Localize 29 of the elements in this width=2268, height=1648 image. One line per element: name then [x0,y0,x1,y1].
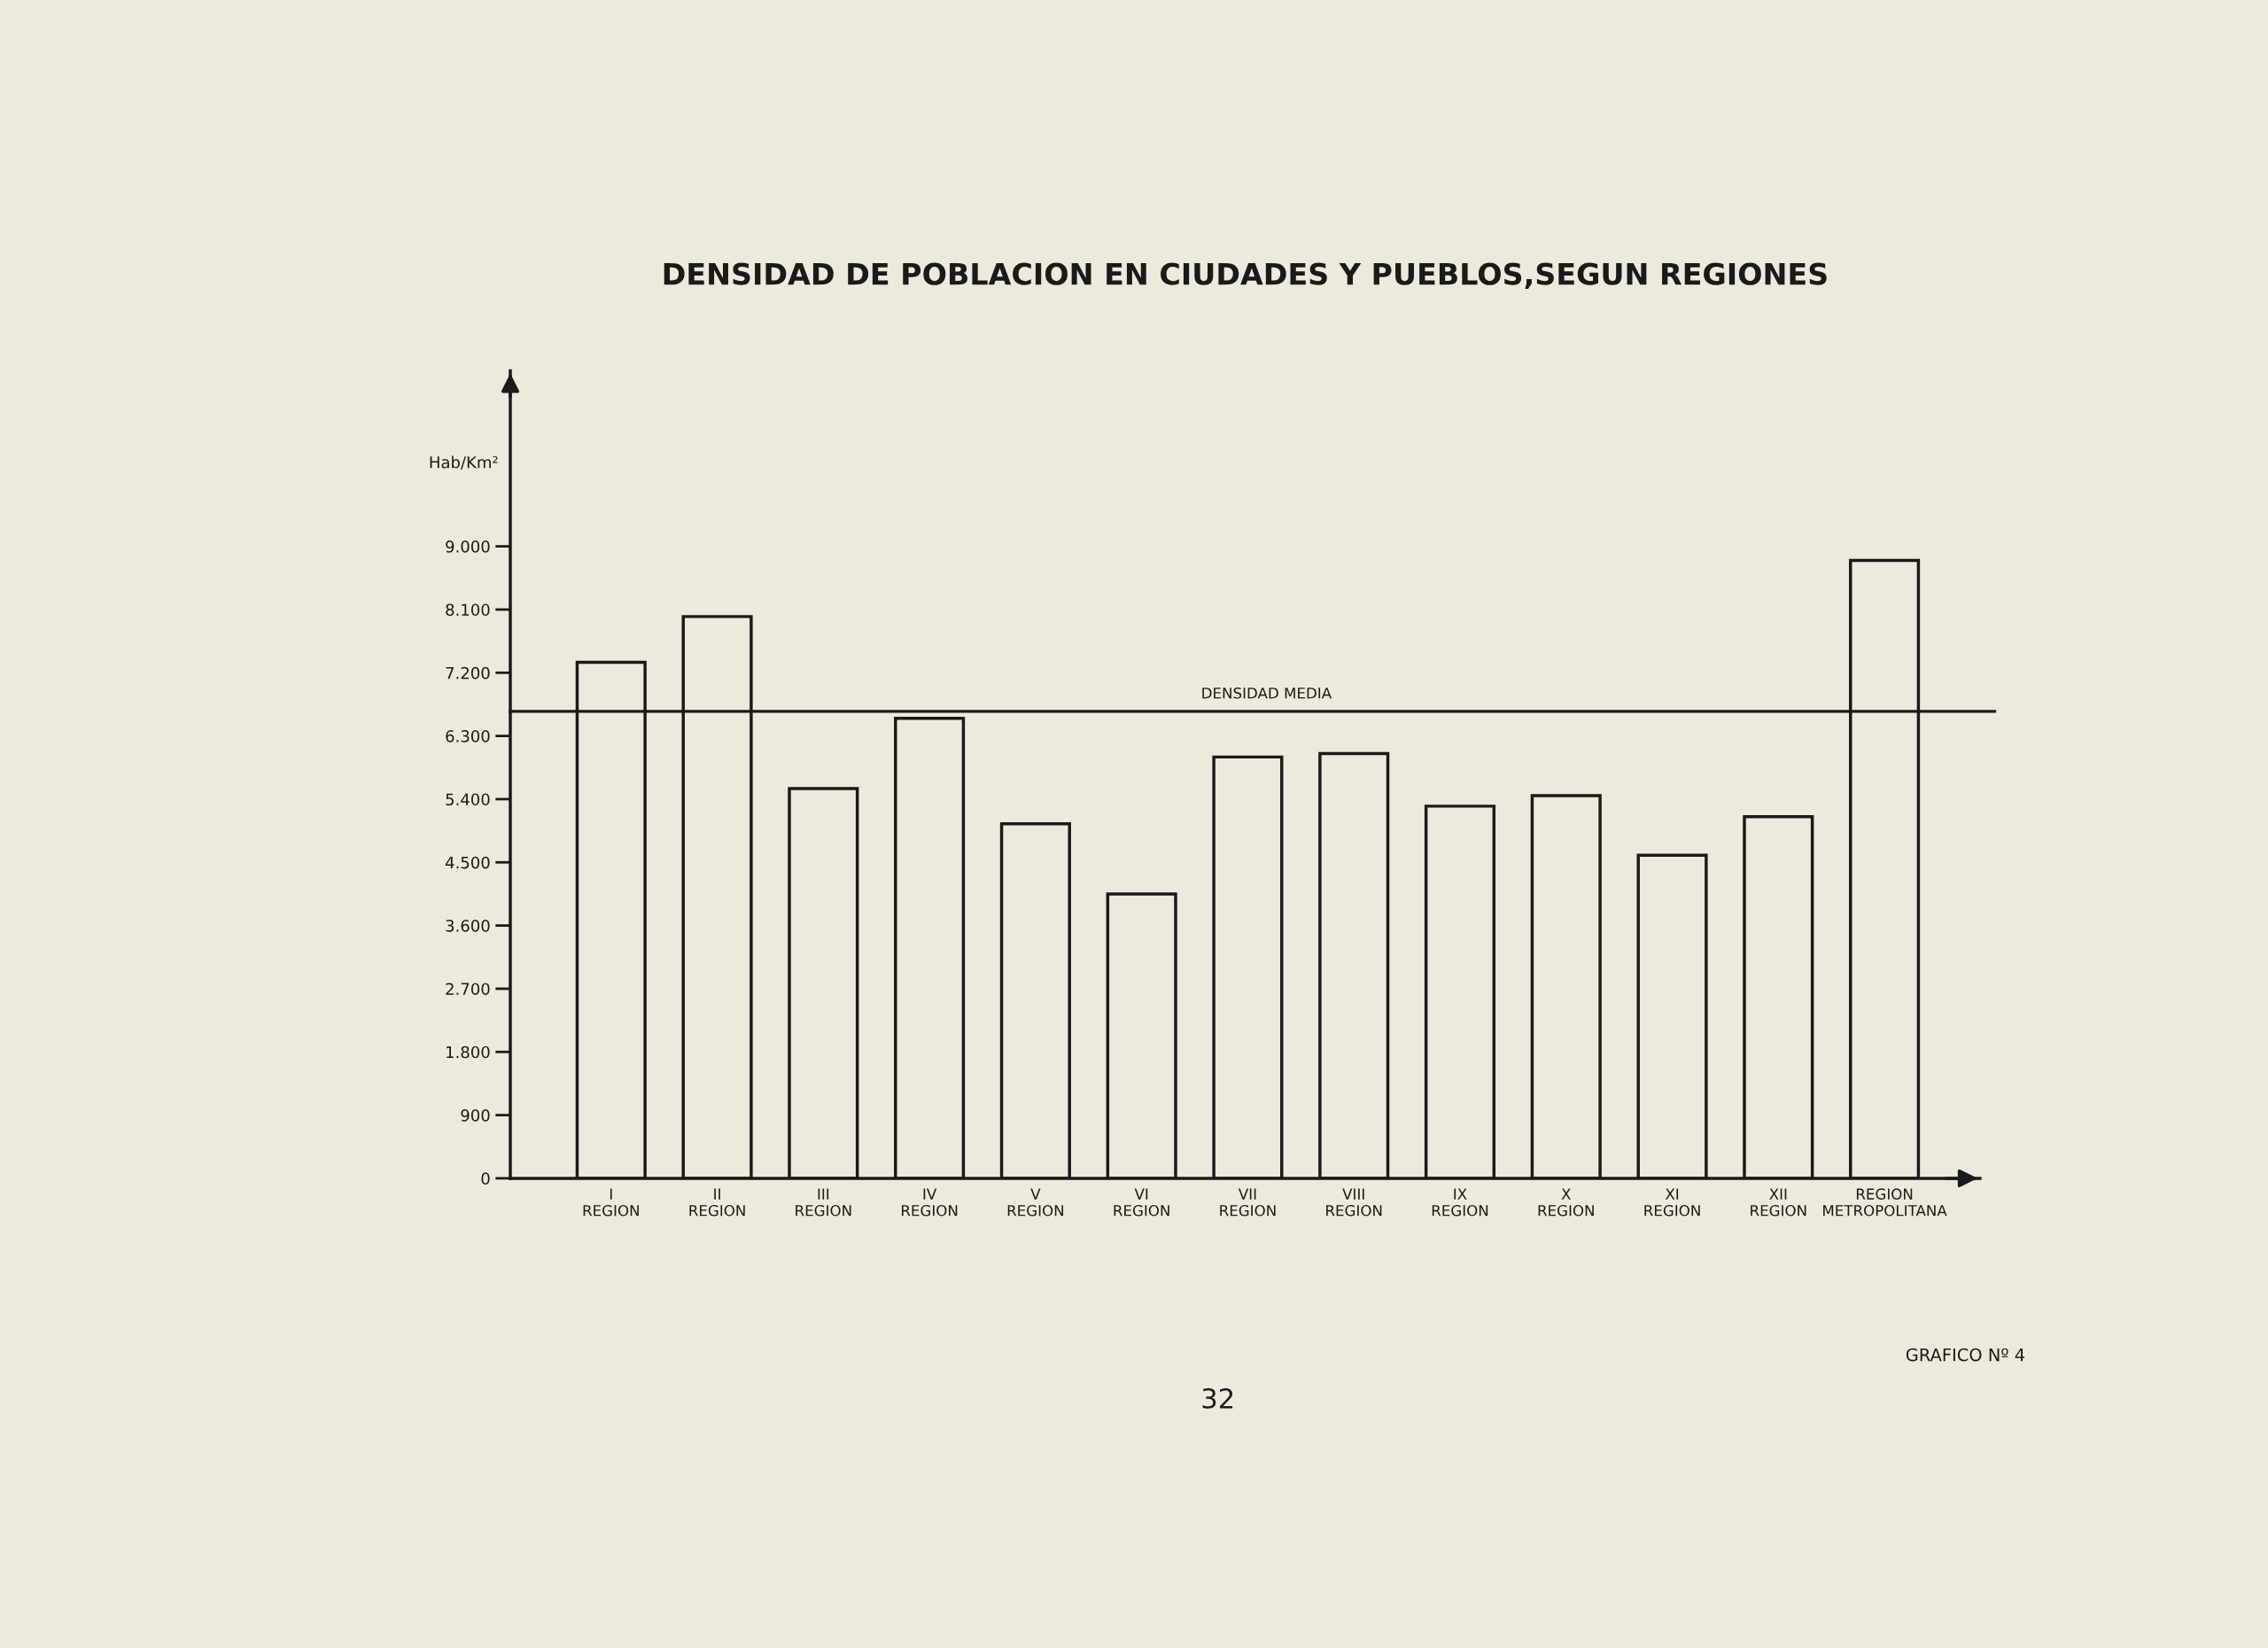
x-tick-label: X REGION [1538,1188,1594,1217]
x-tick-label: REGION METROPOLITANA [1823,1188,1947,1217]
x-tick-label: XII REGION [1751,1188,1806,1217]
y-tick-label: 7.200 [446,666,490,680]
y-tick-label: 2.700 [446,983,490,996]
y-tick-label: 3.600 [446,920,490,932]
y-tick-label: 9.000 [446,540,490,553]
x-tick-label: II REGION [689,1188,745,1217]
chart-title: DENSIDAD DE POBLACION EN CIUDADES Y PUEBLOS,SEGUN REGIONES [664,262,1827,290]
x-tick-label: XI REGION [1644,1188,1700,1217]
y-tick-label: 900 [461,1109,490,1122]
x-tick-label: IX REGION [1432,1188,1488,1217]
x-tick-label: V REGION [1007,1188,1064,1217]
x-tick-label: VII REGION [1220,1188,1276,1217]
y-tick-label: 0 [481,1172,490,1185]
x-tick-label: VI REGION [1114,1188,1169,1217]
ref-line-label: DENSIDAD MEDIA [1202,687,1332,699]
text: GRAFICO Nº 4 [1906,1348,2024,1362]
x-tick-label: I REGION [583,1188,639,1217]
x-tick-label: VIII REGION [1326,1188,1382,1217]
y-tick-label: 5.400 [446,793,490,806]
y-tick-label: 1.800 [447,1046,490,1059]
x-tick-label: III REGION [796,1188,851,1217]
x-tick-label: IV REGION [901,1188,958,1217]
y-axis-title: Hab/Km² [430,455,498,470]
y-tick-label: 8.100 [446,603,490,617]
y-tick-label: 6.300 [446,730,490,742]
y-tick-label: 4.500 [445,856,490,869]
text: 32 [1202,1388,1233,1409]
